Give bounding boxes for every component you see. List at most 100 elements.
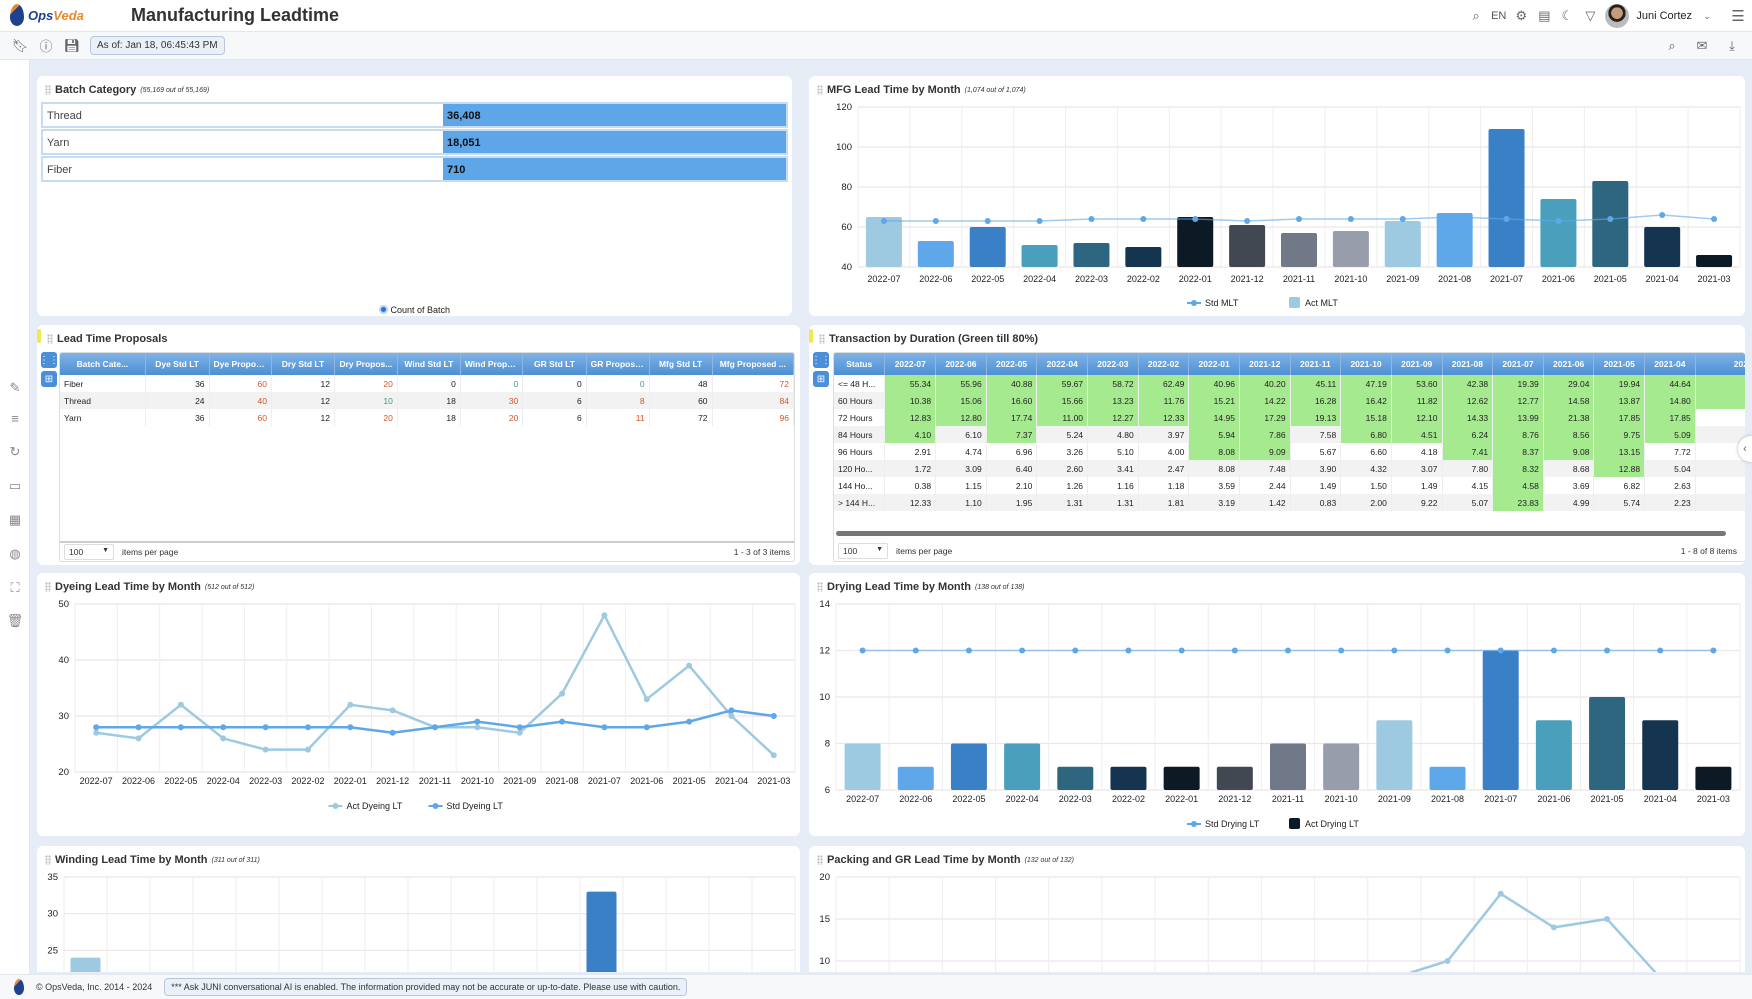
drag-handle-icon[interactable] <box>45 85 51 95</box>
drag-handle-icon[interactable] <box>47 334 53 344</box>
monitor-icon[interactable]: ▭ <box>8 478 22 493</box>
moon-icon[interactable]: ☾ <box>1561 8 1574 23</box>
page-size-select[interactable]: 100 <box>838 543 888 559</box>
batch-category-row[interactable]: Fiber 710 <box>41 156 788 182</box>
language-selector[interactable]: EN <box>1491 10 1507 22</box>
column-header[interactable]: 2022-05 <box>986 353 1038 375</box>
fullscreen-icon[interactable]: ⛶ <box>10 580 20 595</box>
drag-handle-icon[interactable] <box>817 582 823 592</box>
x-tick-label: 2022-07 <box>80 776 113 786</box>
table-row[interactable]: <= 48 H... 55.34 55.96 40.88 59.67 58.72 62.49… <box>834 375 1745 392</box>
layout-icon[interactable]: ⊞ <box>41 371 57 387</box>
bookmark-icon[interactable]: 🔖︎ <box>11 37 29 53</box>
column-header[interactable]: Status <box>834 353 886 375</box>
column-header[interactable]: 2022-03 <box>1087 353 1139 375</box>
column-header[interactable]: 2021-04 <box>1644 353 1696 375</box>
column-header[interactable]: 2021-12 <box>1239 353 1291 375</box>
batch-category-row[interactable]: Yarn 18,051 <box>41 129 788 155</box>
hamburger-menu-icon[interactable]: ☰ <box>1731 8 1745 25</box>
table-cell: 12 <box>271 375 335 392</box>
column-header[interactable]: 2022-01 <box>1188 353 1240 375</box>
save-icon[interactable]: 💾︎ <box>63 37 81 53</box>
winding-lead-time-chart: 25 30 35 <box>47 872 796 972</box>
column-header[interactable]: Dye Propos... <box>209 353 273 375</box>
gear-icon[interactable]: ⚙ <box>1515 8 1528 23</box>
column-header[interactable]: 2022-07 <box>884 353 937 375</box>
table-row[interactable]: 96 Hours 2.91 4.74 6.96 3.26 5.10 4.00 8.08 9.09… <box>834 443 1745 460</box>
column-header[interactable]: Wind Std LT <box>397 353 461 375</box>
column-header[interactable]: GR Propose... <box>586 353 650 375</box>
grid-view-icon[interactable]: ⋮⋮ <box>811 352 831 368</box>
notes-icon[interactable]: ▤ <box>1538 8 1551 23</box>
column-header[interactable]: Batch Cate... <box>60 353 146 375</box>
column-header[interactable]: Mfg Std LT <box>649 353 713 375</box>
mail-icon[interactable]: ✉ <box>1696 38 1708 53</box>
download-icon[interactable]: ⤓ <box>1729 38 1735 53</box>
status-cell: 144 Ho... <box>834 477 886 494</box>
series-line <box>1408 892 1657 972</box>
column-header[interactable]: 2021-05 <box>1593 353 1646 375</box>
column-header[interactable]: GR Std LT <box>522 353 587 375</box>
data-point <box>880 218 887 224</box>
table-row[interactable]: Yarn 36 60 12 20 18 20 6 11 72 96 <box>60 409 794 426</box>
data-point <box>728 707 735 714</box>
opsveda-logo[interactable]: OpsVeda <box>10 4 84 26</box>
layout-icon[interactable]: ⊞ <box>813 371 829 387</box>
search-icon[interactable]: ⌕ <box>1668 38 1676 53</box>
x-tick-label: 2021-04 <box>1644 794 1677 804</box>
column-header[interactable]: Wind Propo... <box>460 353 524 375</box>
info-icon[interactable]: ⓘ <box>39 39 53 54</box>
drag-handle-icon[interactable] <box>819 334 825 344</box>
radio-icon[interactable] <box>378 305 388 314</box>
column-header[interactable]: 2021-10 <box>1340 353 1392 375</box>
list-icon[interactable]: ≡ <box>11 410 19 426</box>
avatar[interactable] <box>1605 4 1630 28</box>
table-row[interactable]: Thread 24 40 12 10 18 30 6 8 60 84 <box>60 392 794 409</box>
table-row[interactable]: 120 Ho... 1.72 3.09 6.40 2.60 3.41 2.47 8.08 7.4… <box>834 460 1745 477</box>
calculator-icon[interactable]: ▦ <box>8 512 22 527</box>
drag-handle-icon[interactable] <box>817 85 823 95</box>
data-point <box>1347 216 1354 222</box>
column-header[interactable]: 2021-06 <box>1543 353 1595 375</box>
user-name[interactable]: Juni Cortez <box>1636 10 1692 22</box>
horizontal-scrollbar[interactable] <box>836 531 1726 536</box>
drag-handle-icon[interactable] <box>45 582 51 592</box>
table-row[interactable]: 84 Hours 4.10 6.10 7.37 5.24 4.80 3.97 5.94 7.86… <box>834 426 1745 443</box>
column-header[interactable]: 2022-06 <box>935 353 987 375</box>
table-row[interactable]: > 144 H... 12.33 1.10 1.95 1.31 1.31 1.81 3.19 1… <box>834 494 1745 511</box>
column-header[interactable]: 2022-02 <box>1138 353 1190 375</box>
bar <box>1004 743 1041 790</box>
page-size-select[interactable]: 100 <box>64 544 114 560</box>
drag-handle-icon[interactable] <box>817 855 823 865</box>
table-row[interactable]: 60 Hours 10.38 15.06 16.60 15.66 13.23 11.76 15… <box>834 392 1745 409</box>
refresh-icon[interactable]: ↻ <box>9 444 21 459</box>
table-row[interactable]: 144 Ho... 0.38 1.15 2.10 1.26 1.16 1.18 3.59 2.4… <box>834 477 1745 494</box>
table-row[interactable]: 72 Hours 12.83 12.80 17.74 11.00 12.27 12.33 14… <box>834 409 1745 426</box>
table-row[interactable]: Fiber 36 60 12 20 0 0 0 0 48 72 <box>60 375 794 392</box>
column-header[interactable]: 2021-09 <box>1391 353 1443 375</box>
bar <box>865 217 902 267</box>
palette-icon[interactable]: ◍ <box>9 546 21 561</box>
data-point <box>1399 216 1406 222</box>
column-header[interactable]: 2021-07 <box>1492 353 1544 375</box>
filter-icon[interactable]: ▽ <box>1585 8 1596 23</box>
column-header[interactable]: 2021-03 <box>1695 353 1745 375</box>
column-header[interactable]: Mfg Proposed ... <box>712 353 794 375</box>
collapse-panel-chevron-icon[interactable]: ‹ <box>1738 436 1752 462</box>
legend-count-of-batch[interactable]: Count of Batch <box>37 305 792 315</box>
trash-icon[interactable]: 🗑︎ <box>6 613 24 628</box>
batch-category-row[interactable]: Thread 36,408 <box>41 102 788 128</box>
column-header[interactable]: 2022-04 <box>1036 353 1089 375</box>
column-header[interactable]: Dry Propos... <box>334 353 398 375</box>
drag-handle-icon[interactable] <box>45 855 51 865</box>
column-header[interactable]: 2021-11 <box>1290 353 1342 375</box>
grid-view-icon[interactable]: ⋮⋮ <box>39 352 59 368</box>
duration-cell: 6.82 <box>1593 477 1646 494</box>
column-header[interactable]: Dye Std LT <box>145 353 210 375</box>
column-header[interactable]: Dry Std LT <box>271 353 335 375</box>
chevron-down-icon[interactable]: ⌄ <box>1703 10 1711 21</box>
edit-icon[interactable]: ✎ <box>9 380 21 395</box>
duration-cell: 2.44 <box>1239 477 1291 494</box>
search-icon[interactable]: ⌕ <box>1472 8 1480 23</box>
column-header[interactable]: 2021-08 <box>1442 353 1494 375</box>
